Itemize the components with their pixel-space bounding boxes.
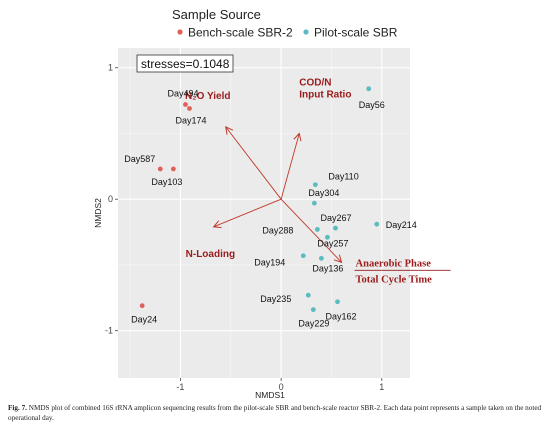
point-label: Day267: [320, 213, 351, 223]
nmds-plot: Sample Source Bench-scale SBR-2 Pilot-sc…: [93, 7, 451, 400]
point-label: Day103: [151, 177, 182, 187]
point-label: Day24: [131, 315, 157, 325]
data-point: [314, 227, 320, 232]
caption-text: NMDS plot of combined 16S rRNA amplicon …: [8, 404, 542, 422]
x-tick-label: -1: [176, 382, 184, 392]
y-tick-label: 0: [108, 194, 113, 204]
data-point: [310, 307, 316, 313]
x-tick-label: 1: [379, 382, 384, 392]
point-label: Day194: [254, 258, 285, 268]
point-label: Day494: [167, 89, 198, 99]
stress-annotation: stresses=0.1048: [141, 57, 230, 71]
data-point: [374, 221, 380, 227]
data-point: [170, 166, 176, 172]
point-label: Day229: [298, 319, 329, 329]
vector-label-denominator: Total Cycle Time: [356, 274, 433, 285]
y-axis-label: NMDS2: [93, 198, 103, 228]
legend-label-bench: Bench-scale SBR-2: [188, 26, 293, 40]
data-point: [335, 299, 340, 305]
point-labels: Day494 Day174 Day587 Day103 Day24 Day56 Day110…: [124, 89, 417, 329]
data-point: [318, 255, 324, 261]
data-point: [183, 102, 188, 107]
point-label: Day136: [312, 263, 343, 273]
caption-figure-number: Fig. 7.: [8, 404, 27, 412]
x-axis-label: NMDS1: [255, 390, 285, 400]
legend-marker-pilot: [303, 29, 309, 35]
point-label: Day587: [124, 154, 155, 164]
data-point: [300, 253, 306, 259]
data-point: [333, 225, 338, 231]
point-label: Day304: [308, 188, 339, 198]
vector-label-numerator: Anaerobic Phase: [356, 258, 432, 269]
legend-marker-bench: [177, 29, 183, 35]
point-label: Day56: [359, 100, 385, 110]
vector-label-line: COD/N: [299, 77, 331, 88]
data-point: [139, 303, 145, 309]
figure-caption: Fig. 7. NMDS plot of combined 16S rRNA a…: [8, 403, 548, 423]
data-point: [325, 234, 330, 240]
data-point: [311, 200, 317, 206]
vector-arrow: [226, 127, 282, 200]
data-point: [366, 86, 372, 92]
legend: Sample Source Bench-scale SBR-2 Pilot-sc…: [172, 7, 398, 40]
data-point: [187, 106, 192, 111]
vector-label: N₂O Yield: [185, 91, 231, 102]
data-point: [157, 166, 163, 172]
point-label: Day162: [326, 312, 357, 322]
point-label: Day110: [328, 172, 358, 182]
point-label: Day174: [175, 115, 206, 125]
y-tick-label: 1: [108, 63, 113, 73]
x-tick-label: 0: [279, 382, 284, 392]
point-label: Day235: [260, 294, 291, 304]
legend-label-pilot: Pilot-scale SBR: [314, 26, 398, 40]
vector-arrow: [280, 198, 341, 262]
vector-label-line: Input Ratio: [299, 89, 351, 100]
y-tick-label: -1: [105, 326, 113, 336]
point-label: Day257: [317, 238, 348, 248]
point-label: Day214: [386, 220, 417, 230]
vector-arrow: [214, 198, 282, 227]
data-point: [305, 292, 311, 298]
plot-panel: [118, 48, 410, 378]
axis-ticks: -1 0 1 -1 0 1: [105, 63, 384, 392]
vector-arrow: [280, 133, 299, 200]
point-label: Day288: [262, 225, 293, 235]
data-point: [312, 182, 318, 188]
stress-box: [136, 54, 234, 73]
vector-label: N-Loading: [186, 249, 235, 260]
legend-title: Sample Source: [172, 7, 261, 22]
data-points: [139, 86, 380, 313]
